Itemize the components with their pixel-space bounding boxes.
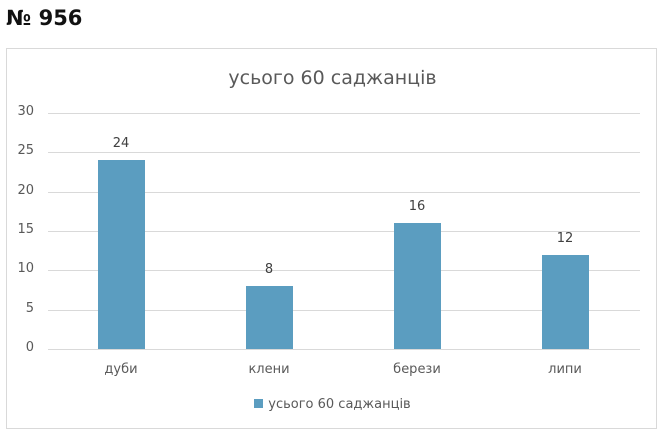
y-tick-label: 5 <box>25 301 34 316</box>
y-tick-label: 20 <box>17 183 34 198</box>
y-tick-label: 30 <box>17 104 34 119</box>
legend-label: усього 60 саджанців <box>268 397 411 412</box>
gridline <box>48 152 640 153</box>
gridline <box>48 192 640 193</box>
x-tick-label: дуби <box>104 362 138 377</box>
gridline <box>48 231 640 232</box>
legend: усього 60 саджанців <box>0 397 665 412</box>
x-tick-label: липи <box>548 362 582 377</box>
y-tick-label: 25 <box>17 143 34 158</box>
bar-0 <box>98 160 145 349</box>
bar-3 <box>542 255 589 349</box>
x-tick-label: клени <box>248 362 290 377</box>
gridline <box>48 310 640 311</box>
gridline <box>48 270 640 271</box>
chart-title: усього 60 саджанців <box>228 67 437 89</box>
bar-value-label: 24 <box>112 136 130 151</box>
problem-number: № 956 <box>6 6 83 30</box>
bar-2 <box>394 223 441 349</box>
gridline <box>48 113 640 114</box>
legend-swatch-icon <box>254 399 264 408</box>
y-tick-label: 15 <box>17 222 34 237</box>
bar-1 <box>246 286 293 349</box>
bar-value-label: 12 <box>556 231 574 246</box>
x-tick-label: берези <box>393 362 441 377</box>
bar-value-label: 8 <box>264 262 274 277</box>
y-tick-label: 0 <box>25 340 34 355</box>
y-tick-label: 10 <box>17 261 34 276</box>
gridline <box>48 349 640 350</box>
bar-value-label: 16 <box>408 199 426 214</box>
